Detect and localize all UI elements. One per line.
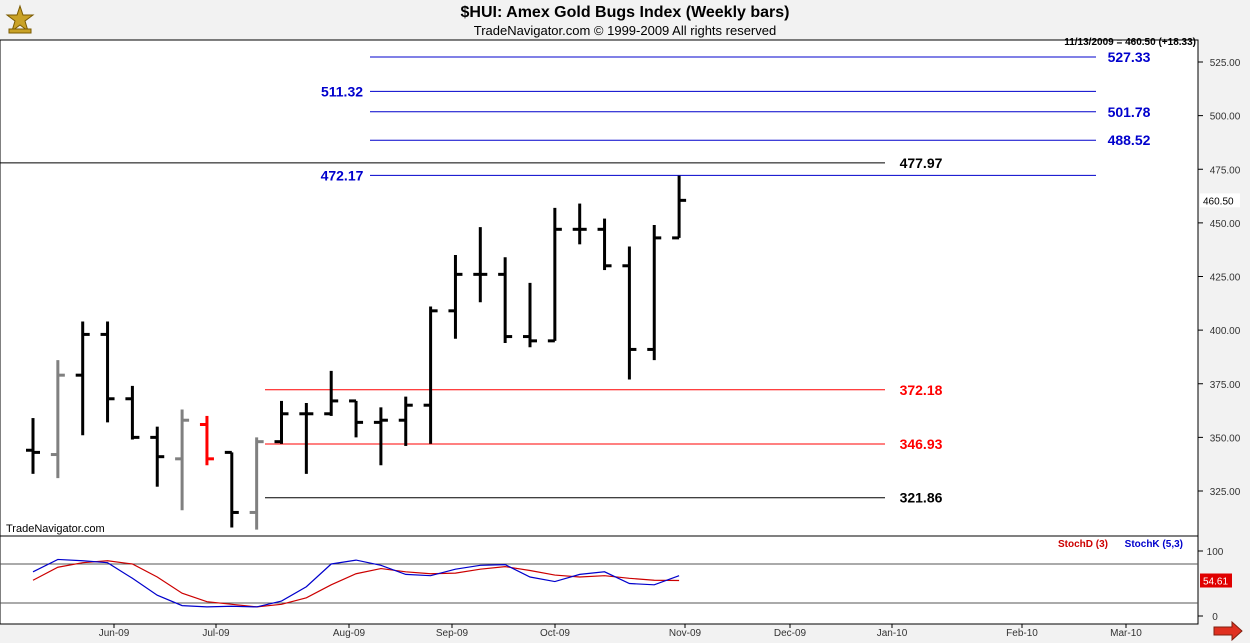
stoch-value-tag [1200,573,1232,588]
tradenavigator-logo-icon [3,3,37,35]
ohlc-bar [100,321,115,423]
level-label: 321.86 [900,490,943,506]
y-tick-label: 375.00 [1210,380,1241,391]
x-tick-label: Jan-10 [877,628,908,639]
x-tick-label: Aug-09 [333,628,366,639]
level-label: 472.17 [321,167,364,183]
level-label: 477.97 [900,155,943,171]
stoch-series-line [32,558,680,608]
ohlc-bar [547,207,562,343]
ohlc-bar [423,306,438,444]
ohlc-bar [572,203,587,245]
ohlc-bar [75,321,90,436]
ohlc-bar [125,385,140,440]
level-label: 372.18 [900,382,943,398]
ohlc-bar [473,227,488,303]
level-label: 511.32 [321,83,363,99]
ohlc-bar [26,418,40,474]
ohlc-bar [249,437,264,530]
ohlc-bar [622,246,637,380]
y-tick-label: 500.00 [1210,112,1241,123]
level-label: 501.78 [1108,104,1151,120]
x-tick-label: Oct-09 [540,628,570,639]
ohlc-bar [498,257,513,343]
ohlc-bar [50,360,65,479]
ohlc-bar [199,415,214,466]
x-tick-label: Jun-09 [99,628,130,639]
ohlc-bar [175,409,190,511]
y-tick-label: 425.00 [1210,273,1241,284]
price-panel [0,39,1199,537]
x-tick-label: Nov-09 [669,628,702,639]
ohlc-bar [299,403,314,474]
y-tick-label: 350.00 [1210,433,1241,444]
ohlc-bar [373,407,388,466]
y-tick-label: 450.00 [1210,219,1241,230]
ohlc-bar [647,225,662,361]
ohlc-bar [349,399,364,438]
stoch-tick-label: 0 [1212,612,1218,623]
x-tick-label: Mar-10 [1110,628,1142,639]
level-label: 527.33 [1108,49,1151,65]
ohlc-bar [398,396,413,446]
scroll-right-arrow-icon[interactable] [1213,620,1243,642]
y-tick-label: 475.00 [1210,165,1241,176]
ohlc-bar [274,400,289,444]
legend-stochk: StochK (5,3) [1125,539,1183,550]
stochastic-panel [0,535,1199,625]
ohlc-bar [324,370,339,416]
stoch-value-label: 54.61 [1203,577,1228,588]
watermark: TradeNavigator.com [6,523,105,535]
ohlc-bar [448,255,463,339]
x-tick-label: Feb-10 [1006,628,1038,639]
ohlc-bar [672,175,687,240]
x-tick-label: Sep-09 [436,628,469,639]
price-readout: 11/13/2009 = 460.50 (+18.33) [1064,37,1196,48]
ohlc-bar [224,450,239,528]
chart-title: $HUI: Amex Gold Bugs Index (Weekly bars) [460,4,790,21]
chart-subtitle: TradeNavigator.com © 1999-2009 All right… [473,23,777,38]
level-label: 346.93 [900,436,943,452]
last-price-tag [1200,193,1240,208]
x-tick-label: Jul-09 [202,628,230,639]
legend-stochd: StochD (3) [1058,539,1108,550]
y-tick-label: 400.00 [1210,326,1241,337]
y-tick-label: 525.00 [1210,58,1241,69]
ohlc-bar [150,426,165,487]
level-label: 488.52 [1108,132,1151,148]
ohlc-bar [597,218,612,271]
ohlc-bar [523,282,537,348]
x-tick-label: Dec-09 [774,628,807,639]
stoch-tick-label: 100 [1207,547,1224,558]
y-tick-label: 325.00 [1210,487,1241,498]
last-price-label: 460.50 [1203,196,1234,207]
